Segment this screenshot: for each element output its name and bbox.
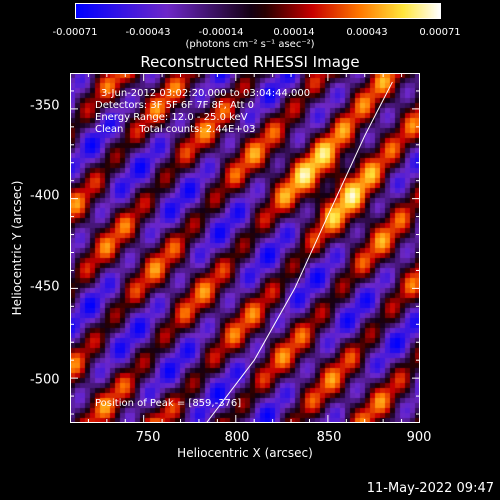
y-tick-label: -350 <box>30 98 60 114</box>
colorbar-tick: -0.00014 <box>198 27 244 38</box>
y-axis-label: Heliocentric Y (arcsec) <box>10 180 24 316</box>
peak-position-label: Position of Peak = [859,-376] <box>95 398 242 409</box>
x-tick-label: 900 <box>406 430 432 445</box>
x-tick-label: 850 <box>316 430 342 445</box>
colorbar-tick: 0.00071 <box>419 27 461 38</box>
y-tick-label: -400 <box>30 188 60 204</box>
heatmap-image <box>70 73 420 423</box>
colorbar <box>75 3 441 19</box>
x-axis-label: Heliocentric X (arcsec) <box>177 446 313 460</box>
chart-title: Reconstructed RHESSI Image <box>140 53 360 71</box>
footer-date: 11-May-2022 09:47 <box>366 481 494 496</box>
colorbar-tick: 0.00043 <box>346 27 388 38</box>
solar-limb-line <box>205 81 393 423</box>
annotation-time: 3-Jun-2012 03:02:20.000 to 03:04:44.000 <box>101 88 311 99</box>
y-tick-label: -450 <box>30 279 60 295</box>
annotation-counts: Clean Total counts: 2.44E+03 <box>95 124 256 135</box>
colorbar-tick: 0.00014 <box>273 27 315 38</box>
axis-ticks <box>70 73 420 423</box>
plot-overlay <box>70 73 420 423</box>
x-tick-label: 750 <box>135 430 161 445</box>
colorbar-tick: -0.00071 <box>52 27 98 38</box>
colorbar-label: (photons cm⁻² s⁻¹ asec⁻²) <box>185 39 315 50</box>
y-tick-label: -500 <box>30 372 60 388</box>
annotation-energy: Energy Range: 12.0 - 25.0 keV <box>95 112 248 123</box>
colorbar-tick: -0.00043 <box>125 27 171 38</box>
annotation-detectors: Detectors: 3F 5F 6F 7F 8F, Att 0 <box>95 100 255 111</box>
x-tick-label: 800 <box>224 430 250 445</box>
plot-frame <box>70 73 420 423</box>
